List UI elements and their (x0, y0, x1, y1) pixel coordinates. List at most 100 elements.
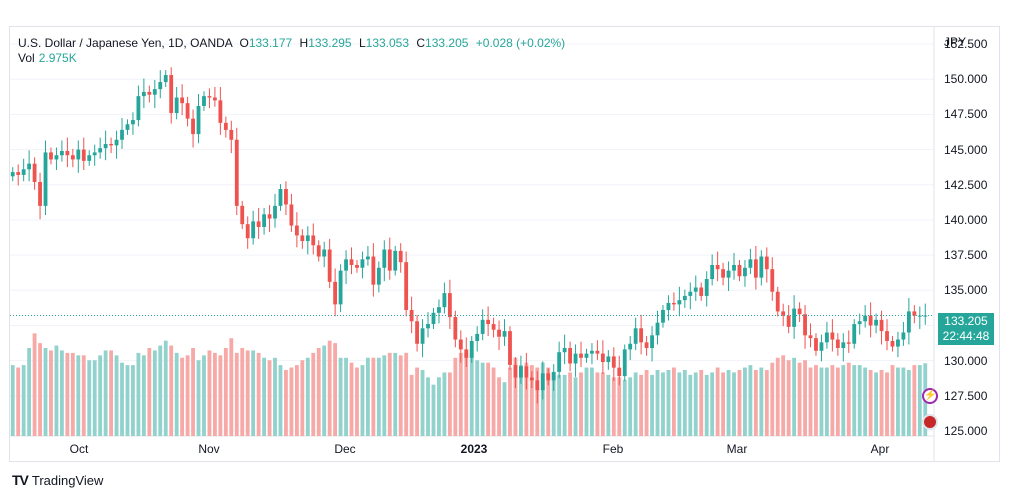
candle-body (562, 347, 567, 353)
candle-body (43, 152, 48, 206)
candle-body (333, 281, 338, 305)
candle-body (846, 342, 851, 344)
candle-body (174, 97, 179, 114)
candle-body (737, 264, 742, 277)
flag-icon[interactable] (922, 414, 938, 430)
candle-body (376, 267, 381, 285)
candle-body (114, 139, 119, 146)
volume-bar (437, 377, 441, 436)
volume-bar (212, 352, 217, 436)
volume-bar (273, 357, 277, 436)
candle-body (464, 349, 469, 358)
candle-body (753, 259, 758, 278)
candle-body (655, 322, 660, 336)
candle-body (781, 311, 786, 316)
volume-bar (699, 370, 704, 436)
tradingview-branding[interactable]: TV TradingView (12, 472, 103, 488)
volume-bar (196, 360, 201, 436)
volume-bar (568, 372, 573, 436)
candle-body (540, 373, 545, 391)
volume-bar (753, 370, 758, 436)
candle-body (54, 155, 59, 160)
volume-bar (486, 362, 491, 436)
candle-body (202, 96, 206, 106)
price-tick-label: 135.000 (944, 283, 988, 298)
volume-bar (743, 367, 747, 436)
volume-bar (431, 384, 436, 436)
candle-body (529, 377, 534, 381)
volume-bar (606, 374, 611, 436)
candle-body (185, 103, 190, 119)
candle-body (245, 224, 250, 239)
candle-body (125, 124, 130, 130)
candle-body (879, 319, 884, 332)
volume-bar (420, 370, 425, 436)
candle-body (693, 287, 698, 292)
volume-bar (562, 374, 567, 436)
candle-body (152, 89, 157, 95)
symbol-title[interactable]: U.S. Dollar / Japanese Yen, 1D, OANDA (18, 36, 233, 50)
volume-bar (103, 350, 108, 436)
volume-bar (846, 362, 851, 436)
volume-bar (59, 350, 64, 436)
candle-body (819, 342, 824, 351)
volume-legend: Vol 2.975K (18, 51, 77, 65)
candle-body (16, 172, 21, 175)
candle-body (874, 319, 879, 326)
candle-body (726, 270, 731, 278)
candle-body (305, 235, 310, 242)
candle-body (355, 264, 359, 268)
time-tick-label: 2023 (460, 442, 488, 456)
volume-bar (387, 352, 392, 436)
volume-bar (650, 374, 654, 436)
candle-body (469, 340, 474, 358)
volume-bar (109, 350, 114, 436)
volume-bar (404, 352, 409, 436)
candle-body (371, 256, 376, 285)
candle-body (147, 91, 152, 95)
volume-bar (267, 360, 272, 436)
candle-body (721, 269, 726, 278)
candle-body (573, 353, 578, 364)
volume-bar (415, 367, 420, 436)
candle-body (327, 249, 332, 282)
volume-bar (300, 360, 305, 436)
candle-body (535, 380, 540, 391)
volume-label: Vol (18, 51, 35, 65)
volume-bar (857, 365, 862, 436)
candle-body (677, 300, 682, 305)
volume-bar (125, 365, 130, 436)
volume-bar (349, 362, 354, 436)
volume-bar (732, 372, 736, 436)
volume-bar (655, 370, 660, 436)
time-tick-label: Mar (726, 442, 748, 456)
candle-body (294, 225, 299, 236)
candle-body (600, 353, 605, 363)
candle-body (710, 264, 715, 280)
event-icon[interactable]: ⚡ (922, 388, 938, 404)
volume-bar (458, 352, 463, 436)
price-tick-label: 147.500 (944, 107, 988, 122)
candle-body (671, 302, 676, 305)
candle-body (415, 321, 420, 344)
volume-bar (360, 365, 365, 436)
candle-body (524, 366, 529, 378)
candle-body (557, 352, 562, 372)
candle-body (590, 350, 594, 354)
volume-bar (764, 370, 769, 436)
candle-body (338, 270, 343, 305)
candle-body (666, 302, 671, 310)
volume-bar (671, 367, 676, 436)
volume-bar (830, 365, 835, 436)
candle-body (546, 373, 551, 381)
volume-bar (393, 352, 398, 436)
volume-bar (518, 365, 523, 436)
volume-bar (775, 357, 780, 436)
candle-body (699, 287, 704, 296)
high-label: H (299, 36, 309, 50)
volume-bar (546, 367, 551, 436)
volume-bar (863, 367, 868, 436)
candle-body (906, 311, 911, 333)
candle-body (917, 315, 922, 317)
